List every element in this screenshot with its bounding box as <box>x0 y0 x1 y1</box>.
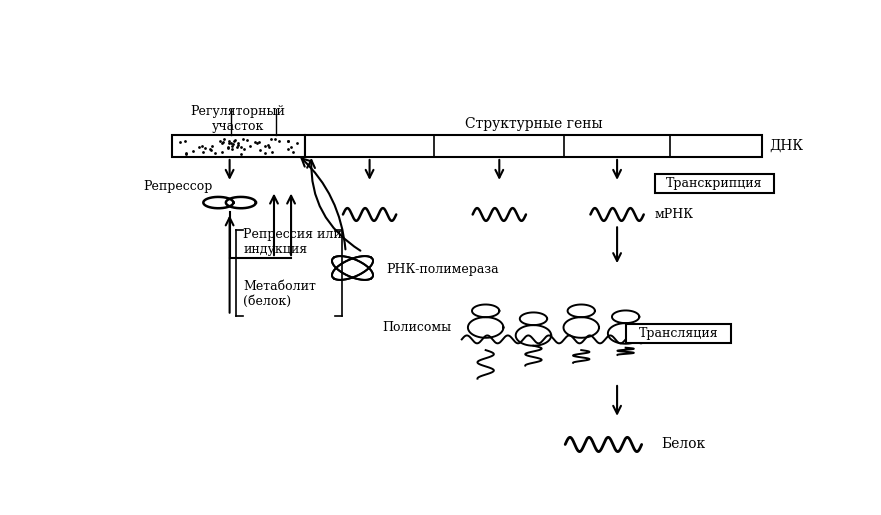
Text: РНК-полимераза: РНК-полимераза <box>387 264 500 277</box>
Point <box>264 135 278 143</box>
Point <box>222 137 236 145</box>
Point <box>230 143 244 151</box>
Point <box>258 142 272 150</box>
Point <box>252 138 266 146</box>
Point <box>226 140 241 148</box>
Point <box>226 142 240 150</box>
Point <box>281 137 295 145</box>
Point <box>179 149 193 157</box>
Point <box>221 143 235 151</box>
Point <box>209 149 223 157</box>
Point <box>281 145 295 153</box>
Point <box>180 150 194 158</box>
Point <box>250 139 264 147</box>
Bar <box>172 135 305 157</box>
Point <box>286 148 300 156</box>
Text: Транскрипция: Транскрипция <box>666 177 763 190</box>
Point <box>203 145 217 153</box>
Text: Трансляция: Трансляция <box>639 328 718 340</box>
Point <box>253 146 267 154</box>
Point <box>192 143 206 151</box>
Point <box>233 149 248 158</box>
Point <box>215 139 229 147</box>
Point <box>231 139 245 147</box>
Point <box>243 142 257 150</box>
Point <box>248 138 262 146</box>
Point <box>290 139 304 147</box>
Text: Репрессор: Репрессор <box>144 180 212 193</box>
Point <box>240 136 254 144</box>
Point <box>220 144 234 152</box>
Point <box>216 138 230 146</box>
Text: Полисомы: Полисомы <box>382 321 451 334</box>
Point <box>262 143 276 151</box>
Point <box>217 135 231 143</box>
Point <box>224 139 238 147</box>
Point <box>213 138 227 146</box>
Point <box>228 136 242 144</box>
Point <box>215 147 229 156</box>
Point <box>272 138 286 146</box>
Text: Репрессия или
индукция: Репрессия или индукция <box>243 228 342 256</box>
Bar <box>655 174 774 193</box>
Point <box>222 139 236 147</box>
Point <box>205 142 219 150</box>
Point <box>236 135 250 143</box>
Text: Метаболит
(белок): Метаболит (белок) <box>243 280 316 308</box>
Text: Регуляторный
участок: Регуляторный участок <box>190 105 285 133</box>
Text: Структурные гены: Структурные гены <box>464 117 603 131</box>
Point <box>186 147 200 156</box>
Point <box>204 145 218 153</box>
Point <box>234 143 248 151</box>
Point <box>265 148 279 157</box>
Point <box>268 135 282 143</box>
Point <box>231 141 245 149</box>
Text: ДНК: ДНК <box>769 139 803 153</box>
Point <box>284 143 298 151</box>
Point <box>227 138 241 146</box>
Point <box>198 144 212 152</box>
Text: Белок: Белок <box>662 437 706 452</box>
Bar <box>626 324 731 344</box>
Point <box>258 149 272 157</box>
Point <box>195 142 209 150</box>
Point <box>226 145 240 153</box>
Point <box>281 136 295 145</box>
Text: мРНК: мРНК <box>655 208 693 221</box>
Point <box>237 145 251 153</box>
Point <box>196 148 211 156</box>
Bar <box>305 135 762 157</box>
Point <box>261 141 275 149</box>
Point <box>178 136 192 145</box>
Point <box>173 138 187 146</box>
